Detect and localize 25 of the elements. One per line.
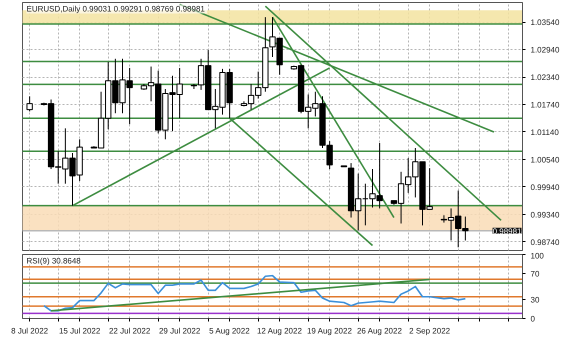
y-tick-label: 30 bbox=[530, 295, 540, 304]
x-tick-label: 26 Aug 2022 bbox=[356, 326, 402, 336]
x-tick-label: 15 Jul 2022 bbox=[58, 326, 101, 336]
y-tick-label: 0.99940 bbox=[530, 182, 560, 192]
y-tick-label: 1.01140 bbox=[530, 128, 560, 137]
chart-title: EURUSD,Daily 0.99031 0.99291 0.98769 0.98981 bbox=[26, 4, 206, 14]
y-tick-label: 1.03540 bbox=[530, 18, 560, 28]
y-tick-label: 0 bbox=[530, 314, 536, 324]
y-tick-label: 1.01740 bbox=[530, 100, 560, 110]
y-tick-label: 0.98740 bbox=[530, 238, 560, 247]
x-tick-label: 12 Aug 2022 bbox=[256, 326, 302, 336]
x-tick-label: 5 Aug 2022 bbox=[209, 326, 250, 336]
chart-title: RSI(9) 30.8648 bbox=[26, 256, 82, 266]
x-tick-label: 8 Jul 2022 bbox=[11, 326, 49, 336]
y-tick-label: 100 bbox=[530, 252, 544, 260]
y-tick-label: 1.00540 bbox=[530, 155, 560, 164]
y-tick-label: 1.02940 bbox=[530, 46, 560, 55]
x-tick-label: 2 Sep 2022 bbox=[409, 326, 451, 336]
x-tick-label: 19 Aug 2022 bbox=[306, 326, 352, 336]
y-tick-label: 1.02340 bbox=[530, 73, 560, 82]
y-tick-label: 0.99340 bbox=[530, 210, 560, 220]
x-tick-label: 22 Jul 2022 bbox=[108, 326, 151, 336]
ref-line-label: 0.98981 bbox=[492, 226, 522, 236]
y-tick-label: 70 bbox=[530, 270, 540, 279]
x-tick-label: 29 Jul 2022 bbox=[158, 326, 201, 336]
